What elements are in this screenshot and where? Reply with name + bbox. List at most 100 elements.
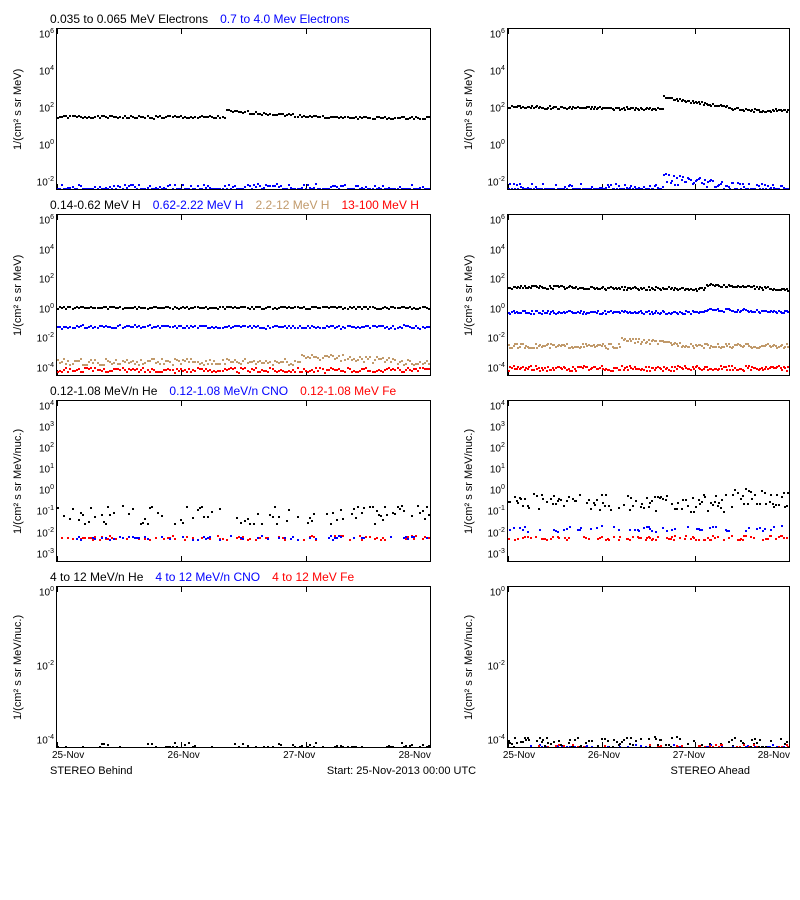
data-point: [687, 526, 689, 528]
data-point: [430, 188, 431, 190]
data-point: [754, 311, 756, 313]
data-point: [65, 308, 67, 310]
data-point: [784, 367, 786, 369]
footer-center: Start: 25-Nov-2013 00:00 UTC: [327, 765, 476, 777]
data-point: [80, 358, 82, 360]
data-point: [255, 539, 257, 541]
data-point: [734, 737, 736, 739]
data-point: [103, 364, 105, 366]
data-point: [772, 503, 774, 505]
data-point: [328, 356, 330, 358]
data-point: [541, 313, 543, 315]
data-point: [630, 497, 632, 499]
data-point: [522, 343, 524, 345]
legend-item: 4 to 12 MeV/n CNO: [155, 570, 260, 584]
data-point: [513, 345, 515, 347]
data-point: [623, 739, 625, 741]
data-point: [690, 369, 692, 371]
data-point: [309, 308, 311, 310]
data-point: [717, 536, 719, 538]
data-point: [326, 513, 328, 515]
data-point: [709, 347, 711, 349]
data-point: [704, 179, 706, 181]
data-point: [596, 499, 598, 501]
data-point: [720, 365, 722, 367]
footer-right: STEREO Ahead: [670, 765, 750, 777]
data-point: [685, 535, 687, 537]
data-point: [729, 369, 731, 371]
data-point: [257, 513, 259, 515]
data-point: [138, 184, 140, 186]
data-point: [251, 188, 253, 190]
data-point: [357, 185, 359, 187]
data-point: [282, 361, 284, 363]
data-point: [623, 188, 625, 190]
data-point: [122, 117, 124, 119]
data-point: [646, 341, 648, 343]
data-point: [174, 538, 176, 540]
data-point: [297, 516, 299, 518]
data-point: [707, 510, 709, 512]
data-point: [240, 363, 242, 365]
data-point: [772, 184, 774, 186]
data-point: [524, 369, 526, 371]
data-point: [169, 538, 171, 540]
data-point: [430, 307, 431, 309]
legend-item: 0.12-1.08 MeV Fe: [300, 384, 396, 398]
data-point: [553, 369, 555, 371]
data-point: [787, 346, 789, 348]
data-point: [309, 357, 311, 359]
data-point: [645, 539, 647, 541]
data-point: [652, 538, 654, 540]
data-point: [126, 371, 128, 373]
data-point: [388, 308, 390, 310]
data-point: [188, 188, 190, 190]
data-point: [579, 312, 581, 314]
data-point: [259, 185, 261, 187]
data-point: [623, 369, 625, 371]
data-point: [743, 110, 745, 112]
data-point: [251, 361, 253, 363]
data-point: [224, 117, 226, 119]
data-point: [649, 370, 651, 372]
ylabel: 1/(cm² s sr MeV): [461, 28, 479, 190]
data-point: [524, 498, 526, 500]
data-point: [787, 492, 789, 494]
data-point: [718, 368, 720, 370]
data-point: [654, 496, 656, 498]
data-point: [219, 508, 221, 510]
data-point: [665, 499, 667, 501]
data-point: [607, 348, 609, 350]
legend-item: 4 to 12 MeV/n He: [50, 570, 143, 584]
data-point: [157, 188, 159, 190]
data-point: [165, 188, 167, 190]
data-point: [569, 739, 571, 741]
ytick-label: 10-2: [37, 332, 54, 344]
data-point: [65, 746, 67, 748]
data-point: [222, 370, 224, 372]
data-point: [103, 368, 105, 370]
data-point: [236, 517, 238, 519]
data-point: [330, 535, 332, 537]
data-point: [660, 739, 662, 741]
data-point: [707, 344, 709, 346]
data-point: [583, 346, 585, 348]
panel-r4-right: 1/(cm² s sr MeV/nuc.) 10010-210-4 25-Nov…: [461, 568, 790, 761]
data-point: [430, 370, 431, 372]
data-point: [709, 745, 711, 747]
data-point: [668, 174, 670, 176]
data-point: [107, 506, 109, 508]
data-point: [513, 527, 515, 529]
plot-area: [56, 28, 431, 190]
data-point: [119, 369, 121, 371]
data-point: [163, 363, 165, 365]
data-point: [242, 743, 244, 745]
ytick-label: 10-4: [488, 734, 505, 746]
ytick-label: 102: [39, 442, 54, 454]
data-point: [284, 539, 286, 541]
data-point: [67, 537, 69, 539]
data-point: [681, 508, 683, 510]
data-point: [629, 743, 631, 745]
data-point: [681, 100, 683, 102]
data-point: [76, 188, 78, 190]
